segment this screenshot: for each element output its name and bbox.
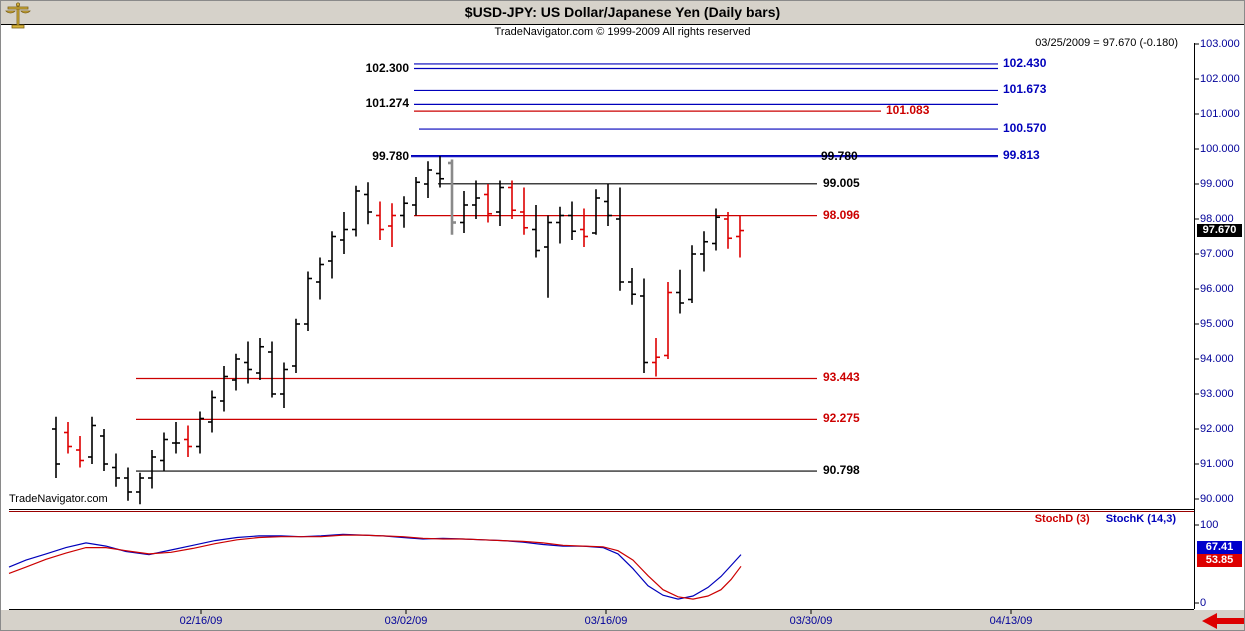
x-axis-strip: [1, 610, 1244, 630]
stochk-legend-label[interactable]: StochK (14,3): [1105, 513, 1176, 525]
stochk-value-badge: 67.41: [1197, 541, 1242, 554]
trade-navigator-logo-icon: [5, 2, 31, 32]
chart-header: $USD-JPY: US Dollar/Japanese Yen (Daily …: [1, 1, 1244, 25]
chart-title: $USD-JPY: US Dollar/Japanese Yen (Daily …: [464, 4, 781, 20]
stochd-value-badge: 53.85: [1197, 554, 1242, 567]
stochk-line: [8, 533, 742, 600]
last-quote-readout: 03/25/2009 = 97.670 (-0.180): [1035, 37, 1178, 49]
stochd-legend-label[interactable]: StochD (3): [1034, 513, 1090, 525]
stochastic-legend: StochD (3) StochK (14,3): [1035, 513, 1176, 525]
scroll-left-arrow-icon[interactable]: [1202, 612, 1244, 630]
stochd-line: [8, 534, 742, 600]
copyright-text: TradeNavigator.com © 1999-2009 All right…: [494, 26, 751, 38]
watermark: TradeNavigator.com: [9, 493, 108, 505]
current-price-badge: 97.670: [1197, 224, 1242, 237]
